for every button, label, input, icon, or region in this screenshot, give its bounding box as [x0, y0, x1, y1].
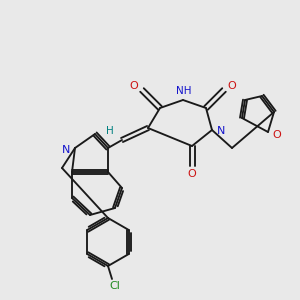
- Text: O: O: [188, 169, 196, 179]
- Text: NH: NH: [176, 86, 192, 96]
- Text: O: O: [228, 81, 236, 91]
- Text: H: H: [106, 126, 114, 136]
- Text: N: N: [217, 126, 225, 136]
- Text: Cl: Cl: [110, 281, 120, 291]
- Text: N: N: [62, 145, 70, 155]
- Text: O: O: [130, 81, 138, 91]
- Text: O: O: [273, 130, 281, 140]
